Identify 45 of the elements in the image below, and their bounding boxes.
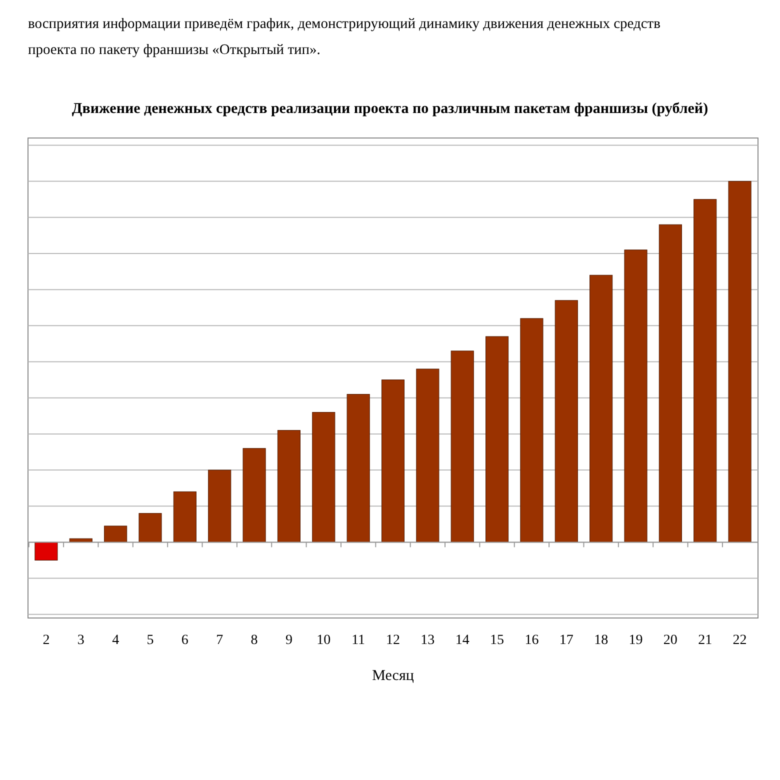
x-tick-label: 2 [42, 633, 50, 648]
x-tick-label: 9 [285, 633, 292, 648]
x-tick-label: 22 [732, 633, 747, 648]
x-tick-label: 17 [559, 633, 574, 648]
x-tick-label: 16 [524, 633, 539, 648]
x-tick-label: 12 [386, 633, 400, 648]
bar [242, 448, 266, 542]
bar [312, 412, 336, 542]
text: восприятия информации приведём график, демонстрирующий динамику движения денежных средств [28, 16, 661, 32]
x-axis-title: Месяц [372, 668, 414, 684]
x-tick-label: 4 [112, 633, 120, 648]
bar [658, 224, 682, 542]
x-tick-label: 21 [698, 633, 712, 648]
bar [590, 274, 613, 542]
bar [554, 300, 578, 542]
x-tick-label: 19 [628, 633, 643, 648]
x-tick-label: 20 [663, 633, 678, 648]
chart-title: Движение денежных средств реализации проекта по различным пакетам франшизы (рублей) [72, 101, 708, 117]
x-tick-label: 18 [594, 633, 608, 648]
bar [728, 181, 752, 542]
text: проекта по пакету франшизы «Открытый тип». [28, 42, 320, 58]
bar [694, 199, 717, 542]
bar [138, 513, 162, 542]
bar [208, 470, 232, 542]
bar [173, 491, 196, 542]
bar [416, 368, 440, 542]
x-tick-label: 15 [490, 633, 504, 648]
bar [346, 394, 370, 542]
x-tick-label: 13 [420, 633, 435, 648]
bar [520, 318, 544, 542]
bar [277, 430, 300, 542]
bar [486, 336, 509, 542]
x-tick-label: 7 [216, 633, 224, 648]
bar [624, 250, 648, 542]
x-tick-label: 5 [146, 633, 154, 648]
bar [450, 350, 474, 542]
x-tick-label: 11 [352, 633, 366, 648]
x-tick-label: 3 [77, 633, 84, 648]
bar [34, 542, 58, 561]
x-tick-label: 8 [250, 633, 258, 648]
bar [381, 380, 405, 542]
x-tick-label: 6 [181, 633, 188, 648]
x-tick-label: 10 [316, 633, 331, 648]
x-tick-label: 14 [455, 633, 470, 648]
bar [104, 526, 128, 542]
